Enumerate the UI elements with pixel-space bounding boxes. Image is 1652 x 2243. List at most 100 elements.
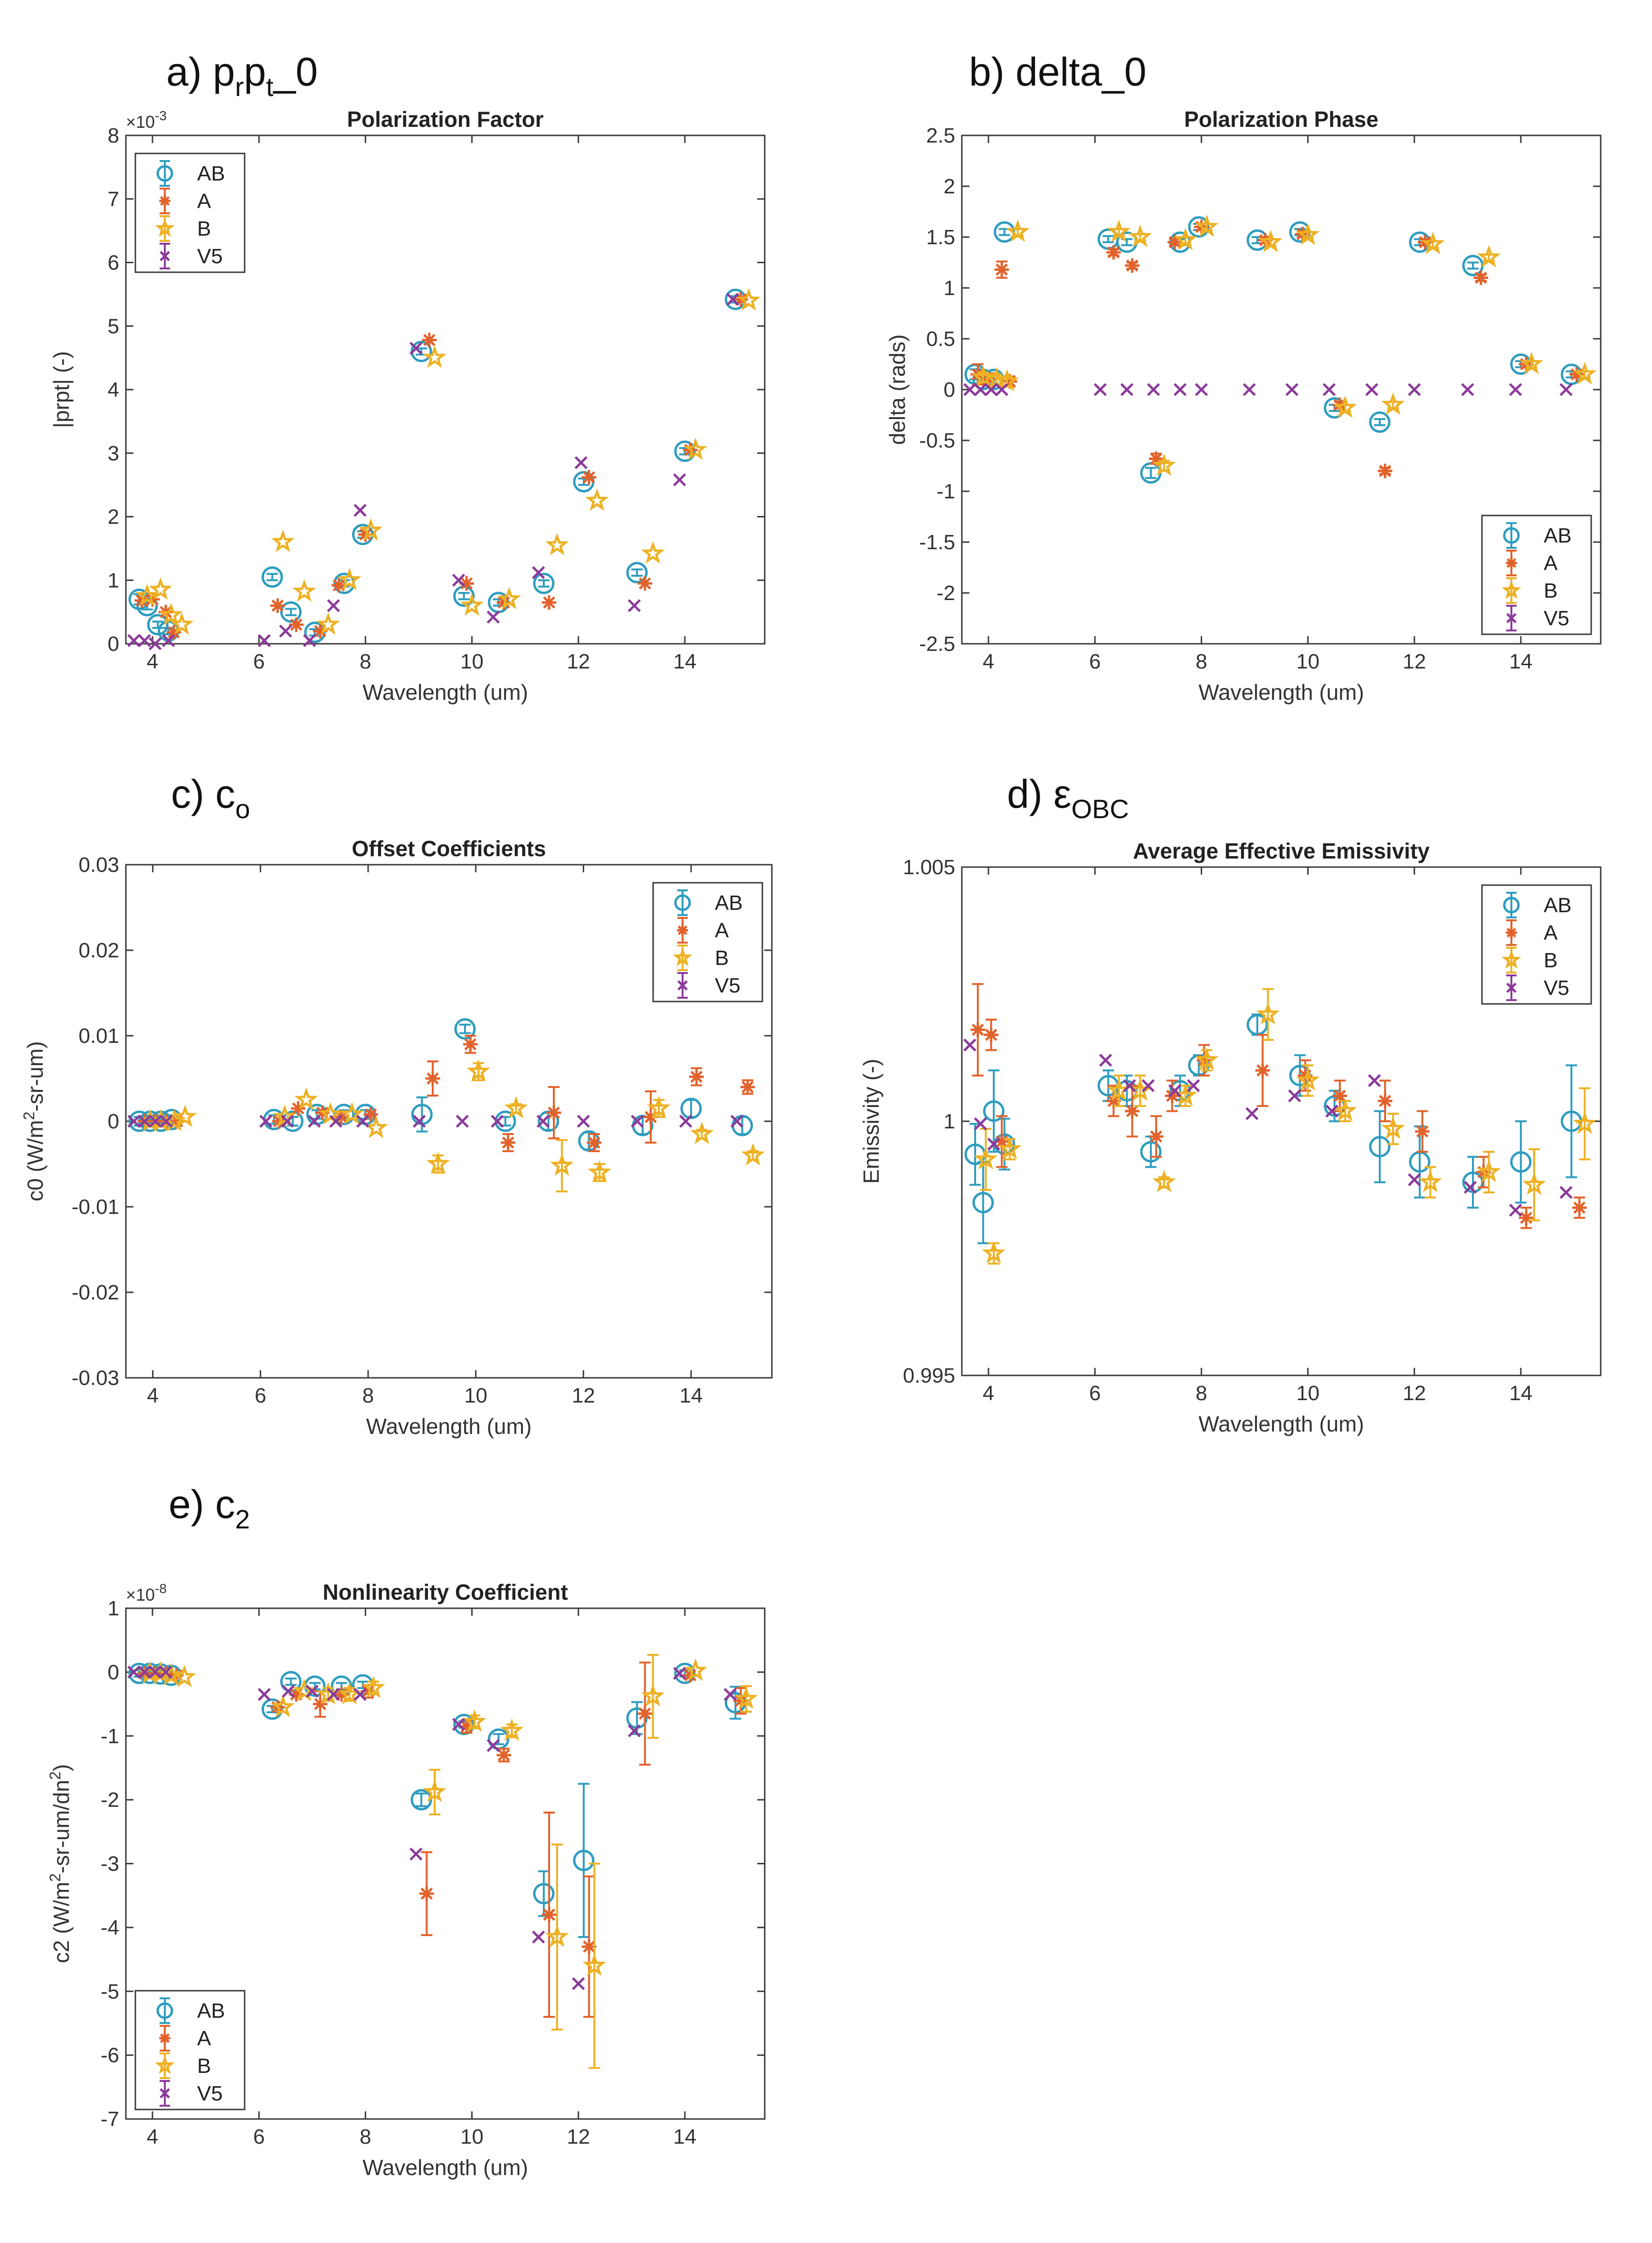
data-point bbox=[259, 1115, 273, 1128]
legend: AB AB V5 bbox=[652, 882, 763, 1002]
data-point bbox=[257, 634, 271, 647]
data-point bbox=[963, 383, 977, 396]
y-axis-label: delta (rads) bbox=[885, 334, 910, 445]
data-point bbox=[627, 1724, 641, 1737]
data-point bbox=[459, 576, 474, 591]
legend-marker-a bbox=[159, 2033, 171, 2044]
data-point bbox=[1187, 1079, 1200, 1092]
legend-label-b: B bbox=[1544, 579, 1557, 602]
data-point bbox=[466, 1059, 491, 1082]
y-axis-label: |prpt| (-) bbox=[49, 351, 74, 428]
series-v5 bbox=[127, 293, 740, 650]
chart-polarization-phase: 4 6 8 10 12 14 -2.5 -2 -1.5 -1 -0.5 0 0.5 1 1.5 2 2.5 Pol… bbox=[885, 107, 1602, 705]
y-tick-label: -1 bbox=[101, 1725, 119, 1748]
x-tick-label: 8 bbox=[1196, 1382, 1207, 1405]
y-tick-label: -1.5 bbox=[919, 531, 955, 554]
data-point bbox=[974, 383, 987, 396]
y-tick-label: 8 bbox=[108, 124, 119, 147]
legend-label-b: B bbox=[1544, 949, 1557, 972]
data-point bbox=[135, 583, 159, 606]
x-axis-label: Wavelength (um) bbox=[1198, 1412, 1364, 1436]
data-point bbox=[270, 598, 285, 613]
data-point bbox=[327, 1688, 340, 1701]
data-point bbox=[340, 1102, 364, 1125]
y-tick-label: 1 bbox=[108, 1597, 119, 1620]
data-point bbox=[294, 1087, 318, 1110]
data-point bbox=[998, 1136, 1022, 1159]
y-axis-label: c2 (W/m2-sr-um/dn2) bbox=[47, 1764, 74, 1963]
data-point bbox=[279, 624, 292, 638]
data-point bbox=[261, 566, 283, 588]
x-tick-label: 12 bbox=[567, 650, 590, 673]
data-point bbox=[572, 1977, 585, 1990]
x-tick-label: 12 bbox=[1403, 650, 1426, 673]
data-point bbox=[1141, 1079, 1155, 1092]
data-point bbox=[532, 1930, 545, 1944]
data-point bbox=[541, 1907, 557, 1922]
data-point bbox=[1168, 1084, 1182, 1098]
y-tick-label: -0.5 bbox=[919, 429, 955, 452]
legend-box bbox=[652, 882, 763, 1002]
legend-label-v5: V5 bbox=[197, 2082, 223, 2105]
legend-label-b: B bbox=[715, 946, 729, 970]
data-point bbox=[1006, 220, 1030, 242]
data-point bbox=[630, 1115, 644, 1128]
legend-label-a: A bbox=[197, 190, 211, 213]
data-point bbox=[148, 1665, 162, 1679]
series-b bbox=[974, 988, 1597, 1265]
data-point bbox=[1519, 1211, 1534, 1225]
panel-label-c: c) co bbox=[171, 772, 250, 824]
data-point bbox=[1125, 258, 1139, 273]
axis-exponent: ×10-3 bbox=[126, 108, 167, 132]
x-tick-label: 12 bbox=[1403, 1382, 1426, 1405]
x-tick-label: 14 bbox=[680, 1384, 703, 1407]
y-tick-label: 0.03 bbox=[78, 853, 119, 877]
data-point bbox=[1296, 222, 1320, 245]
data-point bbox=[971, 365, 995, 388]
data-point bbox=[460, 593, 484, 616]
data-point bbox=[422, 333, 437, 347]
data-point bbox=[532, 566, 545, 579]
data-point bbox=[1149, 1129, 1164, 1144]
data-point bbox=[1245, 1107, 1259, 1120]
x-tick-label: 10 bbox=[460, 650, 484, 673]
data-point bbox=[533, 573, 555, 594]
data-point bbox=[1463, 1181, 1477, 1194]
data-point bbox=[318, 1102, 342, 1125]
y-tick-label: 1.005 bbox=[903, 856, 955, 879]
data-point bbox=[410, 1789, 432, 1811]
data-point bbox=[737, 288, 761, 311]
legend-label-ab: AB bbox=[197, 1999, 225, 2023]
data-point bbox=[1256, 1002, 1280, 1025]
data-point bbox=[1377, 1093, 1393, 1108]
data-point bbox=[1509, 383, 1522, 396]
x-axis-label: Wavelength (um) bbox=[1198, 680, 1364, 705]
legend-label-v5: V5 bbox=[715, 974, 741, 997]
data-point bbox=[974, 1117, 987, 1131]
data-point bbox=[1408, 383, 1421, 396]
data-point bbox=[170, 612, 194, 635]
data-point bbox=[1559, 383, 1573, 396]
x-tick-label: 4 bbox=[147, 650, 158, 673]
y-tick-label: -0.02 bbox=[72, 1281, 119, 1304]
x-tick-label: 8 bbox=[1196, 650, 1207, 673]
data-point bbox=[740, 1079, 755, 1095]
data-point bbox=[454, 1018, 476, 1040]
data-point bbox=[1381, 1116, 1405, 1139]
legend-marker-b bbox=[673, 947, 693, 966]
x-tick-label: 14 bbox=[673, 650, 696, 673]
data-point bbox=[1195, 1048, 1219, 1070]
data-point bbox=[280, 601, 302, 623]
legend-marker-v5 bbox=[160, 251, 170, 261]
data-point bbox=[970, 1022, 985, 1037]
legend-marker-ab bbox=[1503, 527, 1520, 544]
data-point bbox=[1559, 1186, 1573, 1199]
x-tick-label: 6 bbox=[1089, 1382, 1101, 1405]
data-point bbox=[684, 438, 708, 460]
legend-marker-ab bbox=[156, 165, 173, 182]
y-tick-label: -4 bbox=[101, 1916, 119, 1939]
legend: AB AB V5 bbox=[1481, 884, 1592, 1005]
data-point bbox=[723, 1688, 737, 1701]
data-point bbox=[1377, 463, 1393, 478]
data-point bbox=[423, 345, 446, 368]
